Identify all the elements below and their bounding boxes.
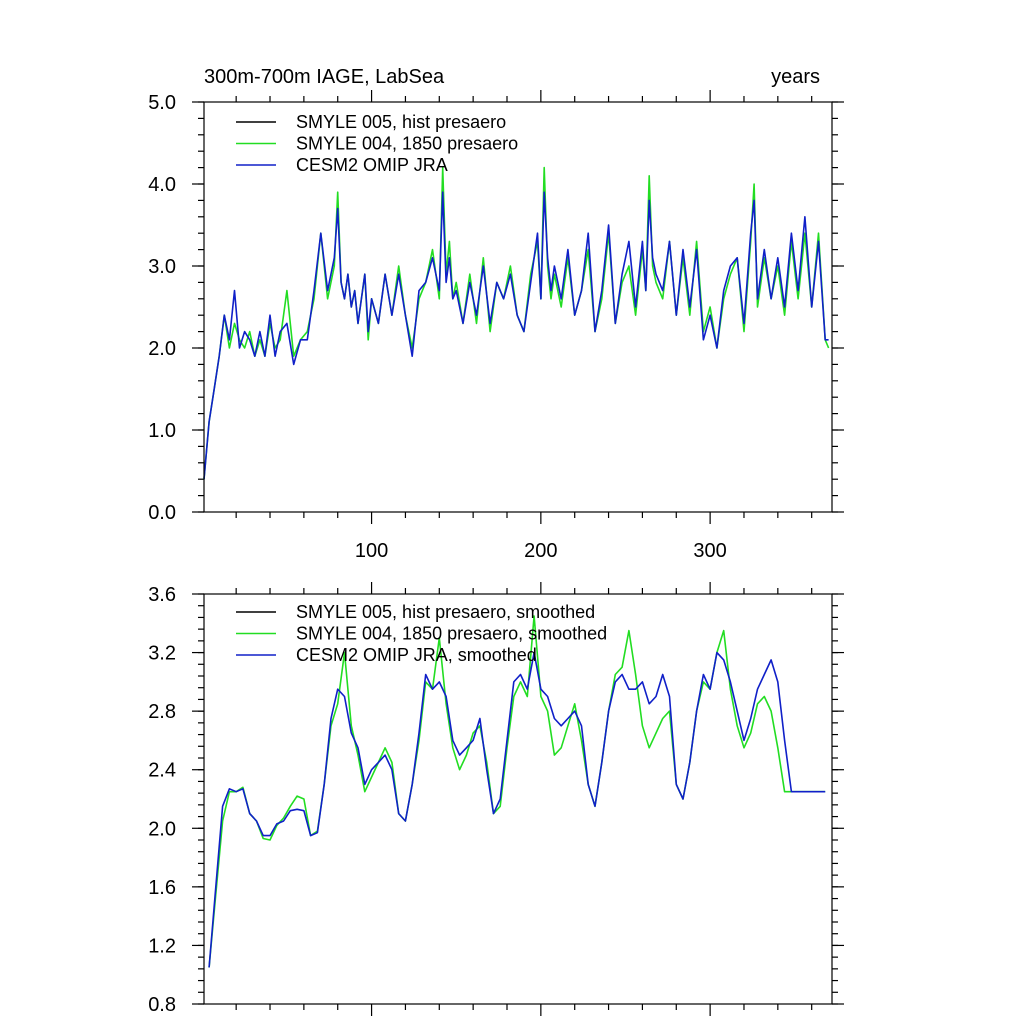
y-tick-label: 2.8 [148, 701, 176, 723]
legend-label: CESM2 OMIP JRA [296, 155, 448, 175]
bottom-axis-frame [203, 593, 833, 1005]
y-tick-label: 1.2 [148, 935, 176, 957]
series-line-smyle-004-1850-presaero-smoothed [208, 615, 826, 968]
y-tick-label: 3.0 [148, 256, 176, 278]
series-line-smyle-004-1850-presaero [203, 166, 830, 480]
x-tick-label: 100 [355, 540, 388, 562]
top-axis-frame [203, 101, 833, 513]
x-tick-label: 300 [693, 540, 726, 562]
y-tick-label: 1.6 [148, 877, 176, 899]
series-line-cesm2-omip-jra-smoothed [208, 651, 826, 968]
y-tick-label: 5.0 [148, 92, 176, 114]
x-tick-label: 200 [524, 540, 557, 562]
series-line-cesm2-omip-jra [203, 191, 829, 480]
bottom-chart: 0.8 1.2 1.6 2.0 2.4 2.8 3.2 3.6 SMYLE 005, hist… [148, 582, 844, 1016]
y-tick-label: 2.0 [148, 818, 176, 840]
legend-label: SMYLE 005, hist presaero, smoothed [296, 602, 595, 622]
top-chart: 300m-700m IAGE, LabSea years 0.0 1.0 2.0 3.… [148, 66, 844, 562]
y-tick-label: 0.8 [148, 994, 176, 1016]
y-tick-label: 2.4 [148, 760, 176, 782]
y-tick-label: 4.0 [148, 174, 176, 196]
y-tick-label: 0.0 [148, 502, 176, 524]
legend-label: SMYLE 005, hist presaero [296, 112, 506, 132]
bottom-legend: SMYLE 005, hist presaero, smoothedSMYLE … [236, 602, 607, 665]
top-plot-area: 0.0 1.0 2.0 3.0 4.0 5.0 100 200 300 [148, 90, 844, 562]
legend-label: SMYLE 004, 1850 presaero [296, 134, 518, 154]
y-tick-label: 2.0 [148, 338, 176, 360]
bottom-plot-area: 0.8 1.2 1.6 2.0 2.4 2.8 3.2 3.6 [148, 582, 844, 1016]
chart-title-right: years [771, 66, 820, 88]
chart-title-left: 300m-700m IAGE, LabSea [204, 66, 445, 88]
legend-label: CESM2 OMIP JRA, smoothed [296, 645, 537, 665]
y-tick-label: 1.0 [148, 420, 176, 442]
y-tick-label: 3.2 [148, 643, 176, 665]
y-tick-label: 3.6 [148, 584, 176, 606]
legend-label: SMYLE 004, 1850 presaero, smoothed [296, 624, 607, 644]
